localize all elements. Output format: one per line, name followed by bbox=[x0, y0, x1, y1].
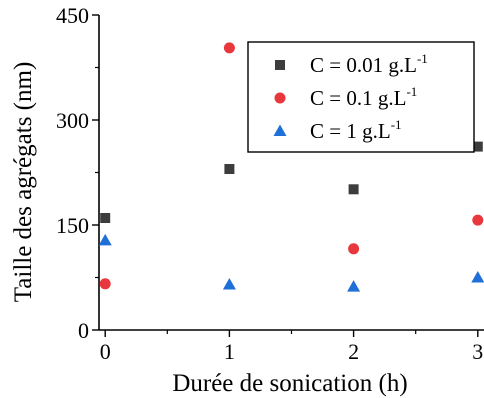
legend-label: C = 0.1 g.L-1 bbox=[310, 84, 417, 110]
triangle-point bbox=[471, 271, 484, 283]
triangle-point bbox=[222, 278, 236, 290]
triangle-point bbox=[98, 233, 112, 246]
x-tick-label: 3 bbox=[472, 339, 483, 364]
y-axis-title: Taille des agrégats (nm) bbox=[10, 62, 37, 303]
x-tick-label: 0 bbox=[100, 339, 111, 364]
legend-marker bbox=[275, 60, 285, 70]
data-marks bbox=[98, 42, 484, 292]
triangle-point bbox=[347, 280, 361, 292]
y-tick-label: 450 bbox=[56, 3, 89, 28]
axes: 0 150 300 450 0 1 2 3 bbox=[56, 3, 484, 364]
y-tick-label: 0 bbox=[78, 318, 89, 343]
legend-marker bbox=[274, 92, 286, 104]
legend: C = 0.01 g.L-1 C = 0.1 g.L-1 C = 1 g.L-1 bbox=[247, 41, 475, 153]
legend-marker bbox=[273, 124, 287, 136]
x-axis-title: Durée de sonication (h) bbox=[172, 370, 407, 397]
circle-point bbox=[99, 278, 111, 290]
circle-point bbox=[472, 214, 484, 226]
series-3 bbox=[98, 233, 484, 292]
square-point bbox=[348, 184, 359, 195]
circle-point bbox=[223, 42, 235, 54]
x-tick-label: 1 bbox=[224, 339, 235, 364]
series-2 bbox=[99, 42, 484, 290]
y-tick-label: 150 bbox=[56, 213, 89, 238]
legend-label: C = 0.01 g.L-1 bbox=[310, 51, 428, 77]
circle-point bbox=[348, 243, 360, 255]
square-point bbox=[472, 141, 483, 152]
y-tick-label: 300 bbox=[56, 108, 89, 133]
square-point bbox=[100, 213, 111, 223]
x-tick-label: 2 bbox=[348, 339, 359, 364]
square-point bbox=[224, 164, 235, 174]
series-1 bbox=[100, 141, 483, 223]
legend-box bbox=[247, 41, 475, 153]
legend-label: C = 1 g.L-1 bbox=[310, 117, 402, 143]
